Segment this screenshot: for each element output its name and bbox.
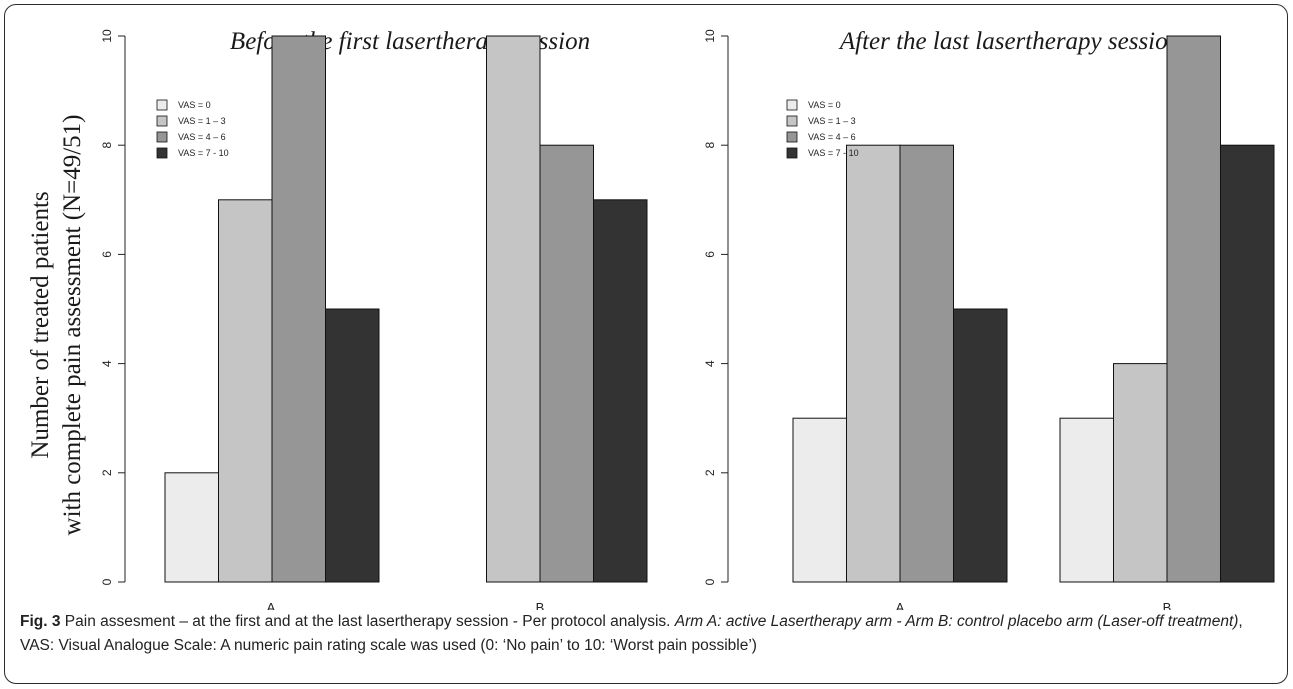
legend-label: VAS = 0 <box>808 100 841 110</box>
caption-italic-text: Arm A: active Lasertherapy arm - Arm B: … <box>674 613 1239 630</box>
bar <box>593 199 648 583</box>
legend-swatch <box>156 99 168 111</box>
bar <box>1166 35 1221 583</box>
y-tick-label: 2 <box>100 469 114 476</box>
legend-label: VAS = 7 - 10 <box>178 148 229 158</box>
bar <box>164 472 219 583</box>
y-tick-label: 4 <box>100 360 114 367</box>
y-tick-label: 8 <box>703 142 717 149</box>
legend-swatch <box>786 131 798 143</box>
legend-swatch <box>786 99 798 111</box>
legend-swatch <box>786 147 798 159</box>
figure-caption: Fig. 3 Pain assesment – at the first and… <box>20 610 1275 658</box>
x-category-label: B <box>1163 600 1172 610</box>
bar <box>1220 144 1275 583</box>
legend-label: VAS = 0 <box>178 100 211 110</box>
legend-label: VAS = 7 - 10 <box>808 148 859 158</box>
bar <box>846 144 901 583</box>
legend-swatch <box>156 131 168 143</box>
y-tick-label: 6 <box>100 251 114 258</box>
panel-before: Before the first lasertherapy session024… <box>100 28 648 610</box>
legend-swatch <box>786 115 798 127</box>
y-tick-label: 10 <box>100 29 114 43</box>
legend-label: VAS = 1 – 3 <box>178 116 226 126</box>
caption-figure-number: Fig. 3 <box>20 613 61 630</box>
x-category-label: B <box>536 600 545 610</box>
y-tick-label: 4 <box>703 360 717 367</box>
figure-frame <box>4 4 1288 684</box>
bar <box>325 308 380 583</box>
bar <box>1113 363 1168 583</box>
bar <box>1059 417 1114 583</box>
y-tick-label: 8 <box>100 142 114 149</box>
bar <box>953 308 1008 583</box>
y-tick-label: 10 <box>703 29 717 43</box>
legend-label: VAS = 4 – 6 <box>178 132 226 142</box>
y-tick-label: 0 <box>703 578 717 585</box>
x-category-label: A <box>267 600 276 610</box>
bar <box>899 144 954 583</box>
y-tick-label: 6 <box>703 251 717 258</box>
y-axis-label-line1: Number of treated patients <box>27 191 54 458</box>
x-category-label: A <box>896 600 905 610</box>
y-axis-label-line2: with complete pain assessment (N=49/51) <box>59 115 86 536</box>
caption-text-1: Pain assesment – at the first and at the… <box>60 613 675 630</box>
legend-swatch <box>156 115 168 127</box>
panel-after: After the last lasertherapy session 0 2 4 6 8… <box>703 28 1275 610</box>
y-tick-label: 0 <box>100 578 114 585</box>
legend-swatch <box>156 147 168 159</box>
bar <box>271 35 326 583</box>
bar <box>792 417 847 583</box>
legend-label: VAS = 1 – 3 <box>808 116 856 126</box>
caption-text-2: , VAS: Visual Analogue Scale: A numeric … <box>20 613 1243 654</box>
panel-title: After the last lasertherapy session <box>838 28 1180 55</box>
figure-canvas: Number of treated patients with complete… <box>27 28 1275 610</box>
bar <box>539 144 594 583</box>
legend-label: VAS = 4 – 6 <box>808 132 856 142</box>
bar <box>486 35 541 583</box>
y-tick-label: 2 <box>703 469 717 476</box>
bar <box>218 199 273 583</box>
